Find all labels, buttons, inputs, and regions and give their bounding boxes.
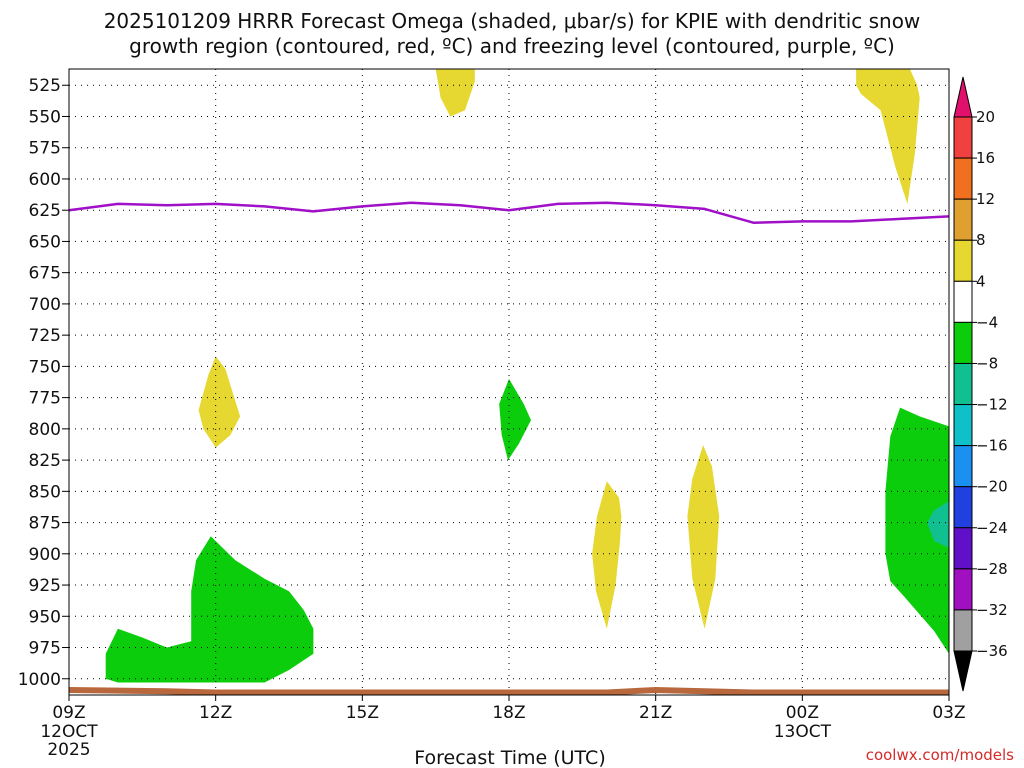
y-tick-label: 675 — [29, 264, 61, 284]
y-tick-label: 875 — [29, 514, 61, 534]
colorbar-bin — [953, 321, 973, 364]
colorbar-bin — [953, 609, 973, 652]
colorbar-bin — [953, 568, 973, 611]
colorbar-bin — [953, 116, 973, 159]
y-tick-label: 750 — [29, 357, 61, 377]
colorbar-label: 4 — [976, 272, 986, 290]
colorbar-label: −36 — [976, 642, 1008, 660]
colorbar-over-arrow — [953, 76, 973, 118]
colorbar-label: 16 — [976, 149, 995, 167]
colorbar-label: −28 — [976, 560, 1008, 578]
credit-label: coolwx.com/models — [866, 746, 1014, 764]
colorbar-label: −12 — [976, 396, 1008, 414]
colorbar-label: 12 — [976, 190, 995, 208]
colorbar-bin — [953, 198, 973, 241]
colorbar-bin — [953, 445, 973, 488]
omega-region-5 — [105, 536, 314, 683]
plot-gridlines — [69, 69, 949, 695]
y-tick-label: 550 — [29, 107, 61, 127]
colorbar-label: −8 — [976, 354, 998, 372]
x-tick-date: 12OCT — [40, 722, 98, 742]
colorbar-label: −4 — [976, 313, 998, 331]
chart-title-line-1: 2025101209 HRRR Forecast Omega (shaded, … — [104, 9, 921, 33]
y-tick-label: 800 — [29, 420, 61, 440]
omega-region-3 — [592, 481, 622, 629]
y-tick-label: 775 — [29, 389, 61, 409]
freezing-level-line — [68, 201, 950, 224]
y-tick-label: 625 — [29, 201, 61, 221]
colorbar-under-arrow — [953, 650, 973, 692]
y-tick-label: 825 — [29, 451, 61, 471]
y-tick-label: 925 — [29, 576, 61, 596]
x-tick-year: 2025 — [47, 740, 90, 760]
colorbar-label: −24 — [976, 519, 1008, 537]
omega-region-0 — [435, 69, 475, 117]
colorbar-bin — [953, 486, 973, 529]
colorbar-bin — [953, 362, 973, 406]
colorbar-label: −16 — [976, 437, 1008, 455]
colorbar-label: −32 — [976, 601, 1008, 619]
y-tick-label: 575 — [29, 139, 61, 159]
colorbar-label: −20 — [976, 478, 1008, 496]
colorbar-bin — [953, 280, 973, 323]
omega-region-7 — [885, 407, 949, 654]
y-tick-label: 1000 — [18, 670, 61, 690]
y-tick-label: 900 — [29, 545, 61, 565]
x-tick-label: 12Z — [199, 703, 232, 723]
omega-region-6 — [499, 378, 531, 461]
omega-region-1 — [856, 69, 920, 204]
x-tick-label: 18Z — [492, 703, 525, 723]
colorbar-bin — [953, 404, 973, 447]
colorbar: 20 16 12 8 4 −4 −8 −12 −16 −20 −24 −28 −32 −36 — [953, 76, 1008, 692]
x-tick-label: 09Z — [52, 703, 85, 723]
x-tick-date: 13OCT — [774, 722, 832, 742]
omega-shading — [105, 69, 949, 683]
y-tick-label: 950 — [29, 607, 61, 627]
y-tick-label: 850 — [29, 482, 61, 502]
omega-region-4 — [687, 445, 720, 629]
y-tick-label: 700 — [29, 295, 61, 315]
x-tick-label: 00Z — [786, 703, 819, 723]
x-tick-label: 15Z — [346, 703, 379, 723]
colorbar-bin — [953, 239, 973, 282]
y-axis: 525 550 575 600 625 650 675 700 725 750 775 800 825 8… — [18, 76, 69, 690]
chart-title-line-2: growth region (contoured, red, ºC) and f… — [129, 34, 895, 58]
y-tick-label: 650 — [29, 232, 61, 252]
x-tick-label: 03Z — [932, 703, 965, 723]
plot-contours — [68, 201, 950, 696]
y-tick-label: 525 — [29, 76, 61, 96]
x-tick-label: 21Z — [639, 703, 672, 723]
y-tick-label: 600 — [29, 170, 61, 190]
omega-region-8 — [927, 501, 949, 548]
omega-region-2 — [198, 356, 241, 448]
ground-surface-line — [68, 686, 949, 696]
colorbar-bin — [953, 157, 973, 200]
colorbar-label: 8 — [976, 231, 986, 249]
y-tick-label: 975 — [29, 639, 61, 659]
x-axis-label: Forecast Time (UTC) — [414, 747, 605, 768]
y-tick-label: 725 — [29, 326, 61, 346]
colorbar-bin — [953, 527, 973, 570]
colorbar-label: 20 — [976, 108, 995, 126]
